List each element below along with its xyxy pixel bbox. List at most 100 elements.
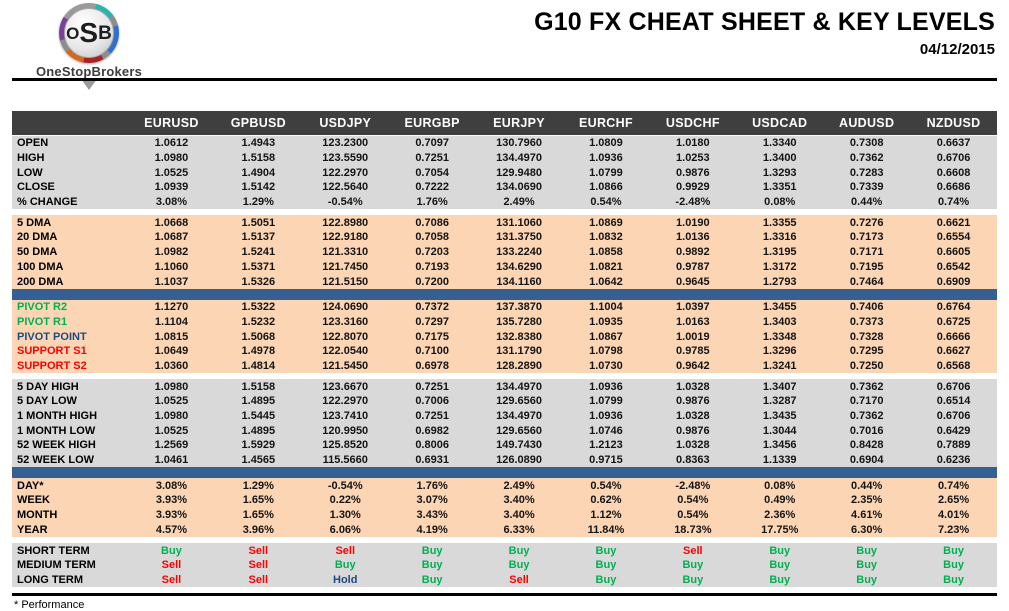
value-cell: 2.49% (503, 479, 535, 492)
table-row-high: HIGH 1.0980 1.5158 123.5590 0.7251 134.4970 1.… (12, 150, 997, 166)
value-cell: Buy (682, 559, 704, 572)
value-cell: 1.3044 (762, 424, 797, 437)
value-cell: 0.6904 (849, 454, 884, 467)
value-cell: 0.7171 (849, 246, 884, 259)
row-label: MEDIUM TERM (17, 559, 96, 572)
value-cell: Sell (161, 559, 182, 572)
value-cell: 1.0525 (154, 424, 189, 437)
value-cell: Buy (595, 573, 617, 586)
value-cell: 3.93% (155, 509, 188, 522)
column-header-eurjpy: EURJPY (493, 116, 545, 130)
table-row-long-term: LONG TERM Sell Sell Hold Buy Sell Buy Buy Buy Buy… (12, 572, 997, 588)
section-gap (12, 537, 997, 544)
value-cell: 1.0939 (154, 181, 189, 194)
value-cell: 1.0746 (589, 424, 623, 437)
table-row-100-dma: 100 DMA 1.1060 1.5371 121.7450 0.7193 134.629… (12, 259, 997, 275)
table-row-medium-term: MEDIUM TERM Sell Sell Buy Buy Buy Buy Buy Buy Buy… (12, 557, 997, 573)
value-cell: 0.7362 (849, 152, 884, 165)
value-cell: Sell (683, 544, 703, 557)
value-cell: 1.1004 (589, 301, 623, 314)
value-cell: 1.0525 (154, 395, 189, 408)
column-header-audusd: AUDUSD (839, 116, 895, 130)
value-cell: 1.3351 (762, 181, 797, 194)
table-row-5-day-low: 5 DAY LOW 1.0525 1.4895 122.2970 0.7006 129.6… (12, 394, 997, 409)
value-cell: 0.6725 (936, 315, 971, 328)
value-cell: 1.3287 (762, 395, 797, 408)
value-cell: 0.49% (764, 494, 796, 507)
column-header-nzdusd: NZDUSD (926, 116, 981, 130)
value-cell: 126.0890 (496, 454, 542, 467)
footer-divider-rule (12, 593, 997, 597)
value-cell: 1.0858 (589, 246, 623, 259)
value-cell: 134.1160 (496, 275, 542, 288)
value-cell: 0.7283 (849, 166, 884, 179)
value-cell: 0.7308 (849, 137, 884, 150)
value-cell: 129.6560 (496, 395, 542, 408)
value-cell: Sell (161, 573, 182, 586)
value-cell: 2.35% (851, 494, 883, 507)
row-label: 52 WEEK HIGH (17, 439, 96, 452)
value-cell: 0.7295 (849, 345, 884, 358)
value-cell: Buy (856, 544, 878, 557)
value-cell: 1.5445 (241, 410, 276, 423)
value-cell: 0.9642 (676, 359, 710, 372)
value-cell: 1.0980 (154, 152, 189, 165)
value-cell: 0.08% (764, 479, 796, 492)
value-cell: 4.57% (155, 523, 188, 536)
value-cell: 122.0540 (322, 345, 369, 358)
table-row-month: MONTH 3.93% 1.65% 1.30% 3.43% 3.40% 1.12% 0.54%… (12, 507, 997, 523)
value-cell: 1.4943 (241, 137, 276, 150)
value-cell: 1.0180 (676, 137, 710, 150)
value-cell: 123.3160 (322, 315, 369, 328)
row-label: PIVOT R2 (17, 301, 68, 314)
row-label: YEAR (17, 523, 48, 536)
value-cell: 0.6764 (936, 301, 971, 314)
value-cell: 6.06% (329, 523, 361, 536)
value-cell: 1.0815 (154, 330, 189, 343)
value-cell: Buy (334, 559, 356, 572)
value-cell: 0.6514 (936, 395, 971, 408)
value-cell: 1.5326 (241, 275, 276, 288)
value-cell: 0.6706 (936, 152, 971, 165)
value-cell: 1.0832 (589, 231, 623, 244)
value-cell: 1.2569 (154, 439, 189, 452)
value-cell: 121.5450 (322, 359, 369, 372)
value-cell: 1.12% (590, 509, 622, 522)
value-cell: Buy (943, 559, 964, 572)
row-label: SHORT TERM (17, 544, 90, 557)
table-row-short-term: SHORT TERM Buy Sell Sell Buy Buy Buy Sell Buy Buy… (12, 543, 997, 558)
value-cell: 1.0136 (676, 231, 710, 244)
value-cell: 129.9480 (496, 166, 542, 179)
value-cell: 1.3293 (762, 166, 797, 179)
value-cell: Buy (421, 573, 443, 586)
value-cell: Sell (248, 559, 269, 572)
value-cell: -2.48% (675, 479, 711, 492)
value-cell: 0.7373 (849, 315, 884, 328)
row-label: 20 DMA (17, 231, 58, 244)
value-cell: 1.3348 (762, 330, 797, 343)
value-cell: 123.7410 (322, 410, 369, 423)
value-cell: 0.7054 (415, 166, 449, 179)
row-label: LONG TERM (17, 573, 83, 586)
value-cell: 0.7222 (415, 181, 449, 194)
value-cell: 0.08% (764, 196, 796, 209)
row-label: MONTH (17, 509, 58, 522)
value-cell: 1.0809 (589, 137, 623, 150)
row-label: 5 DMA (17, 216, 52, 229)
value-cell: 1.0612 (154, 137, 189, 150)
value-cell: Buy (421, 559, 443, 572)
value-cell: 2.36% (764, 509, 796, 522)
column-header-usdjpy: USDJPY (319, 116, 372, 130)
value-cell: 11.84% (587, 523, 625, 536)
value-cell: Buy (943, 573, 964, 586)
value-cell: 1.0687 (154, 231, 189, 244)
value-cell: 0.7362 (849, 380, 884, 393)
value-cell: 0.7276 (849, 216, 884, 229)
row-label: 5 DAY LOW (17, 395, 77, 408)
value-cell: 1.0798 (589, 345, 623, 358)
value-cell: 0.8006 (415, 439, 449, 452)
fx-table: EURUSD GPBUSD USDJPY EURGBP EURJPY EURCHF USDC… (12, 111, 997, 588)
value-cell: 0.62% (590, 494, 622, 507)
value-cell: 1.3407 (762, 380, 797, 393)
